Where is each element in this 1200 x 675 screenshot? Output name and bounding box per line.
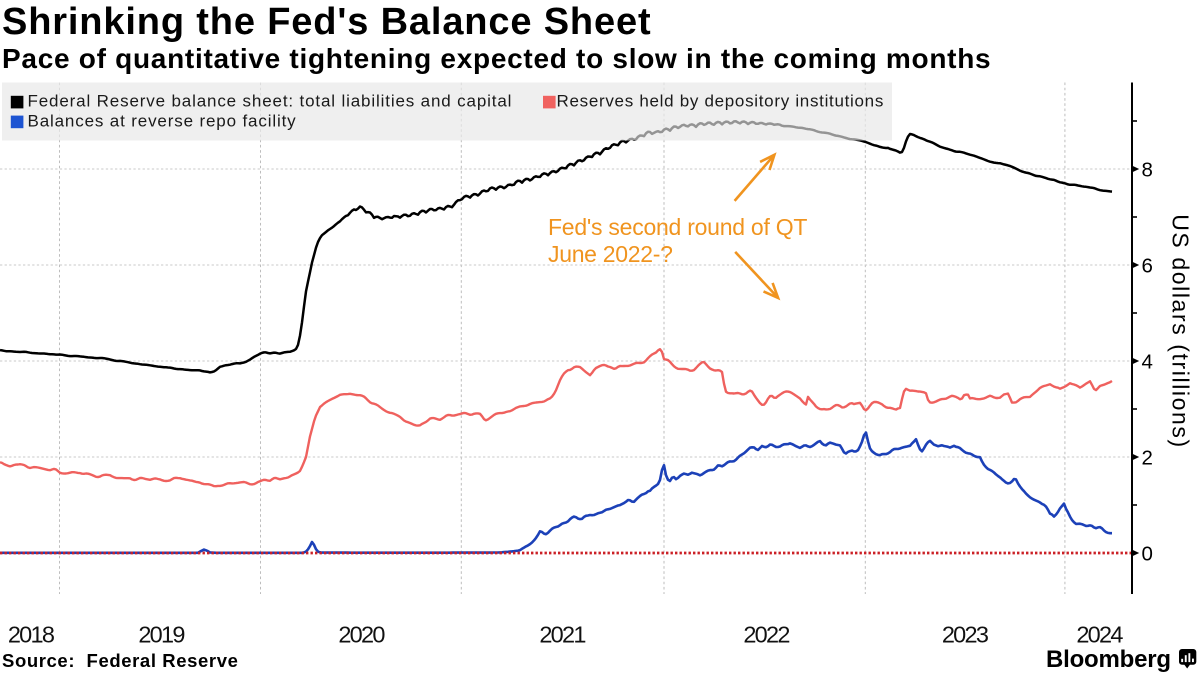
svg-text:2024: 2024 — [1076, 622, 1123, 648]
svg-text:2: 2 — [1142, 446, 1153, 469]
svg-text:2020: 2020 — [338, 622, 385, 648]
svg-text:2023: 2023 — [942, 622, 989, 648]
svg-text:2022: 2022 — [743, 622, 789, 648]
svg-text:Fed's second round of QT: Fed's second round of QT — [548, 214, 807, 240]
svg-text:8: 8 — [1142, 158, 1153, 181]
svg-text:June 2022-?: June 2022-? — [548, 241, 673, 267]
svg-text:Reserves held by depository in: Reserves held by depository institutions — [557, 92, 885, 111]
svg-text:Balances at reverse repo facil: Balances at reverse repo facility — [28, 111, 297, 130]
svg-text:0: 0 — [1142, 542, 1153, 565]
svg-text:2021: 2021 — [539, 622, 585, 648]
svg-text:2018: 2018 — [8, 622, 55, 648]
svg-text:Federal Reserve balance sheet:: Federal Reserve balance sheet: total lia… — [28, 92, 513, 111]
svg-text:6: 6 — [1142, 254, 1153, 277]
svg-text:4: 4 — [1142, 350, 1153, 373]
svg-text:US dollars (trillions): US dollars (trillions) — [1168, 214, 1194, 449]
svg-text:2019: 2019 — [138, 622, 184, 648]
